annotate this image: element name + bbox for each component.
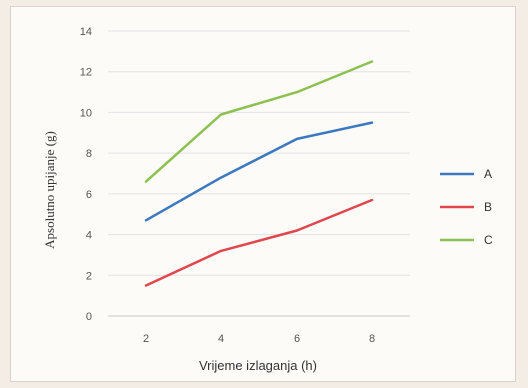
y-tick-label: 6 bbox=[86, 189, 92, 201]
x-tick-label: 8 bbox=[369, 333, 375, 345]
y-tick-label: 14 bbox=[80, 26, 92, 38]
x-tick-label: 2 bbox=[143, 333, 149, 345]
x-tick-label: 4 bbox=[218, 333, 224, 345]
legend: A B C bbox=[440, 167, 493, 247]
series-lines bbox=[144, 60, 374, 287]
y-tick-labels: 0 2 4 6 8 10 12 14 bbox=[80, 26, 92, 323]
series-line-b bbox=[144, 198, 374, 287]
x-tick-labels: 2 4 6 8 bbox=[143, 333, 375, 345]
y-tick-label: 12 bbox=[80, 67, 92, 79]
y-tick-label: 2 bbox=[86, 270, 92, 282]
y-tick-label: 0 bbox=[86, 311, 92, 323]
legend-label-b: B bbox=[484, 200, 492, 214]
series-line-a bbox=[144, 121, 374, 222]
y-axis-title: Apsolutno upijanje (g) bbox=[42, 131, 57, 249]
y-tick-label: 4 bbox=[86, 230, 92, 242]
legend-label-c: C bbox=[484, 233, 493, 247]
series-line-c bbox=[144, 60, 374, 183]
gridlines bbox=[108, 30, 410, 317]
x-axis-title: Vrijeme izlaganja (h) bbox=[199, 358, 317, 373]
y-tick-label: 8 bbox=[86, 148, 92, 160]
y-tick-label: 10 bbox=[80, 107, 92, 119]
legend-label-a: A bbox=[484, 167, 492, 181]
x-tick-label: 6 bbox=[294, 333, 300, 345]
